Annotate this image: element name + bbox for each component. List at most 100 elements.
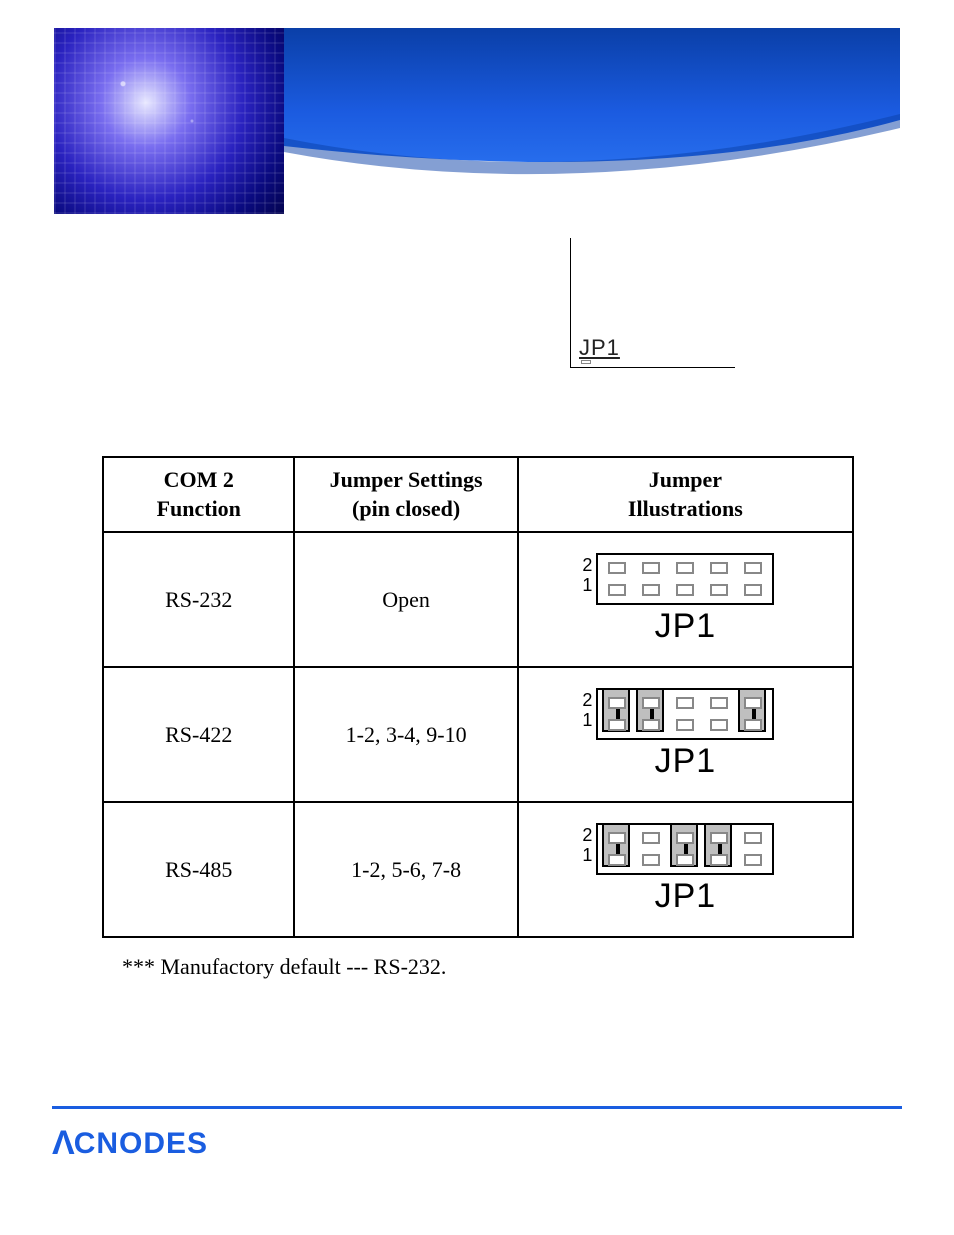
jumper-pin-icon bbox=[676, 697, 694, 709]
jumper-pin-cell bbox=[668, 557, 702, 579]
table-header-row: COM 2 Function Jumper Settings (pin clos… bbox=[103, 457, 853, 532]
header-text: COM 2 bbox=[164, 467, 234, 492]
jumper-pin-icon bbox=[710, 719, 728, 731]
header-text: Jumper bbox=[649, 467, 722, 492]
jumper-pin-icon bbox=[608, 832, 626, 844]
table-row: RS-4221-2, 3-4, 9-10 21JP1 bbox=[103, 667, 853, 802]
jumper-pin-icon bbox=[608, 584, 626, 596]
header-text: (pin closed) bbox=[352, 496, 460, 521]
jumper-table: COM 2 Function Jumper Settings (pin clos… bbox=[102, 456, 854, 938]
jumper-pin-cell bbox=[600, 849, 634, 871]
jumper-pin-cell bbox=[634, 557, 668, 579]
jumper-pin-icon bbox=[608, 854, 626, 866]
jumper-pin-cell bbox=[736, 557, 770, 579]
jumper-pin-icon bbox=[642, 584, 660, 596]
jumper-pin-icon bbox=[744, 854, 762, 866]
jumper-pin-cell bbox=[634, 579, 668, 601]
jumper-pin-icon bbox=[710, 832, 728, 844]
footer-logo: ΛCNODES bbox=[52, 1124, 208, 1163]
cell-illustration: 21JP1 bbox=[518, 532, 853, 667]
logo-text: CNODES bbox=[74, 1127, 208, 1161]
jumper-pin-icon bbox=[710, 562, 728, 574]
jumper-diagram: 21JP1 bbox=[596, 823, 774, 916]
jumper-pin-cell bbox=[668, 579, 702, 601]
jumper-pin-icon bbox=[710, 697, 728, 709]
footer-rule bbox=[52, 1106, 902, 1109]
jumper-pin-cell bbox=[736, 579, 770, 601]
jp1-locator-label: JP1 bbox=[579, 335, 620, 361]
jumper-pin-grid bbox=[596, 823, 774, 875]
header-text: Function bbox=[157, 496, 241, 521]
jumper-pin-icon bbox=[744, 719, 762, 731]
table-row: RS-4851-2, 5-6, 7-8 21JP1 bbox=[103, 802, 853, 937]
jumper-pin-cell bbox=[736, 827, 770, 849]
jumper-pin-icon bbox=[676, 584, 694, 596]
jumper-pin-icon bbox=[744, 584, 762, 596]
jumper-pin-icon bbox=[744, 832, 762, 844]
header-text: Jumper Settings bbox=[330, 467, 483, 492]
jumper-pin-cell bbox=[702, 849, 736, 871]
jp1-locator-box: JP1 bbox=[570, 238, 735, 368]
jumper-pin-icon bbox=[608, 562, 626, 574]
header-text: Illustrations bbox=[628, 496, 743, 521]
jumper-pin-grid bbox=[596, 688, 774, 740]
jumper-pin-cell bbox=[600, 714, 634, 736]
jumper-pin-cell bbox=[736, 849, 770, 871]
jumper-pin-cell bbox=[600, 579, 634, 601]
cell-function: RS-485 bbox=[103, 802, 294, 937]
cell-illustration: 21JP1 bbox=[518, 802, 853, 937]
jumper-pin-icon bbox=[608, 719, 626, 731]
jumper-pin-cell bbox=[668, 827, 702, 849]
jumper-row-labels: 21 bbox=[578, 555, 592, 595]
jumper-pin-icon bbox=[744, 697, 762, 709]
header-jumper-illustrations: Jumper Illustrations bbox=[518, 457, 853, 532]
table-body: RS-232Open21JP1RS-4221-2, 3-4, 9-1021JP1… bbox=[103, 532, 853, 937]
cell-illustration: 21JP1 bbox=[518, 667, 853, 802]
jumper-pin-cell bbox=[668, 849, 702, 871]
jumper-pin-cell bbox=[668, 692, 702, 714]
jumper-pin-cell bbox=[600, 692, 634, 714]
jumper-pin-icon bbox=[642, 562, 660, 574]
jumper-diagram: 21JP1 bbox=[596, 688, 774, 781]
jp1-locator-icon bbox=[581, 360, 591, 364]
jumper-pin-cell bbox=[600, 557, 634, 579]
jumper-pin-cell bbox=[702, 557, 736, 579]
jumper-body bbox=[596, 823, 774, 875]
page: JP1 COM 2 Function Jumper Settings (pin … bbox=[0, 0, 954, 1235]
cell-function: RS-422 bbox=[103, 667, 294, 802]
jumper-pin-cell bbox=[668, 714, 702, 736]
jumper-pin-cell bbox=[634, 849, 668, 871]
jumper-pin-icon bbox=[676, 832, 694, 844]
jumper-pin-cell bbox=[736, 714, 770, 736]
jumper-pin-icon bbox=[710, 854, 728, 866]
pcb-photo bbox=[54, 28, 284, 214]
jumper-pin-cell bbox=[634, 827, 668, 849]
cell-setting: 1-2, 5-6, 7-8 bbox=[294, 802, 517, 937]
jumper-pin-cell bbox=[600, 827, 634, 849]
jumper-pin-grid bbox=[596, 553, 774, 605]
jumper-pin-cell bbox=[702, 579, 736, 601]
jumper-pin-icon bbox=[642, 832, 660, 844]
jumper-body bbox=[596, 688, 774, 740]
jumper-pin-icon bbox=[676, 719, 694, 731]
pcb-texture bbox=[54, 28, 284, 214]
logo-caret-icon: Λ bbox=[52, 1124, 76, 1163]
jumper-pin-cell bbox=[702, 827, 736, 849]
header-jumper-settings: Jumper Settings (pin closed) bbox=[294, 457, 517, 532]
jumper-pin-icon bbox=[608, 697, 626, 709]
jumper-name-label: JP1 bbox=[596, 877, 774, 916]
footnote: *** Manufactory default --- RS-232. bbox=[122, 954, 446, 980]
jumper-pin-cell bbox=[702, 692, 736, 714]
jumper-pin-cell bbox=[736, 692, 770, 714]
jumper-pin-icon bbox=[710, 584, 728, 596]
jumper-pin-cell bbox=[702, 714, 736, 736]
jumper-pin-icon bbox=[744, 562, 762, 574]
jumper-pin-cell bbox=[634, 692, 668, 714]
table-row: RS-232Open21JP1 bbox=[103, 532, 853, 667]
jumper-row-labels: 21 bbox=[578, 690, 592, 730]
cell-function: RS-232 bbox=[103, 532, 294, 667]
cell-setting: 1-2, 3-4, 9-10 bbox=[294, 667, 517, 802]
jumper-name-label: JP1 bbox=[596, 607, 774, 646]
jumper-row-labels: 21 bbox=[578, 825, 592, 865]
cell-setting: Open bbox=[294, 532, 517, 667]
